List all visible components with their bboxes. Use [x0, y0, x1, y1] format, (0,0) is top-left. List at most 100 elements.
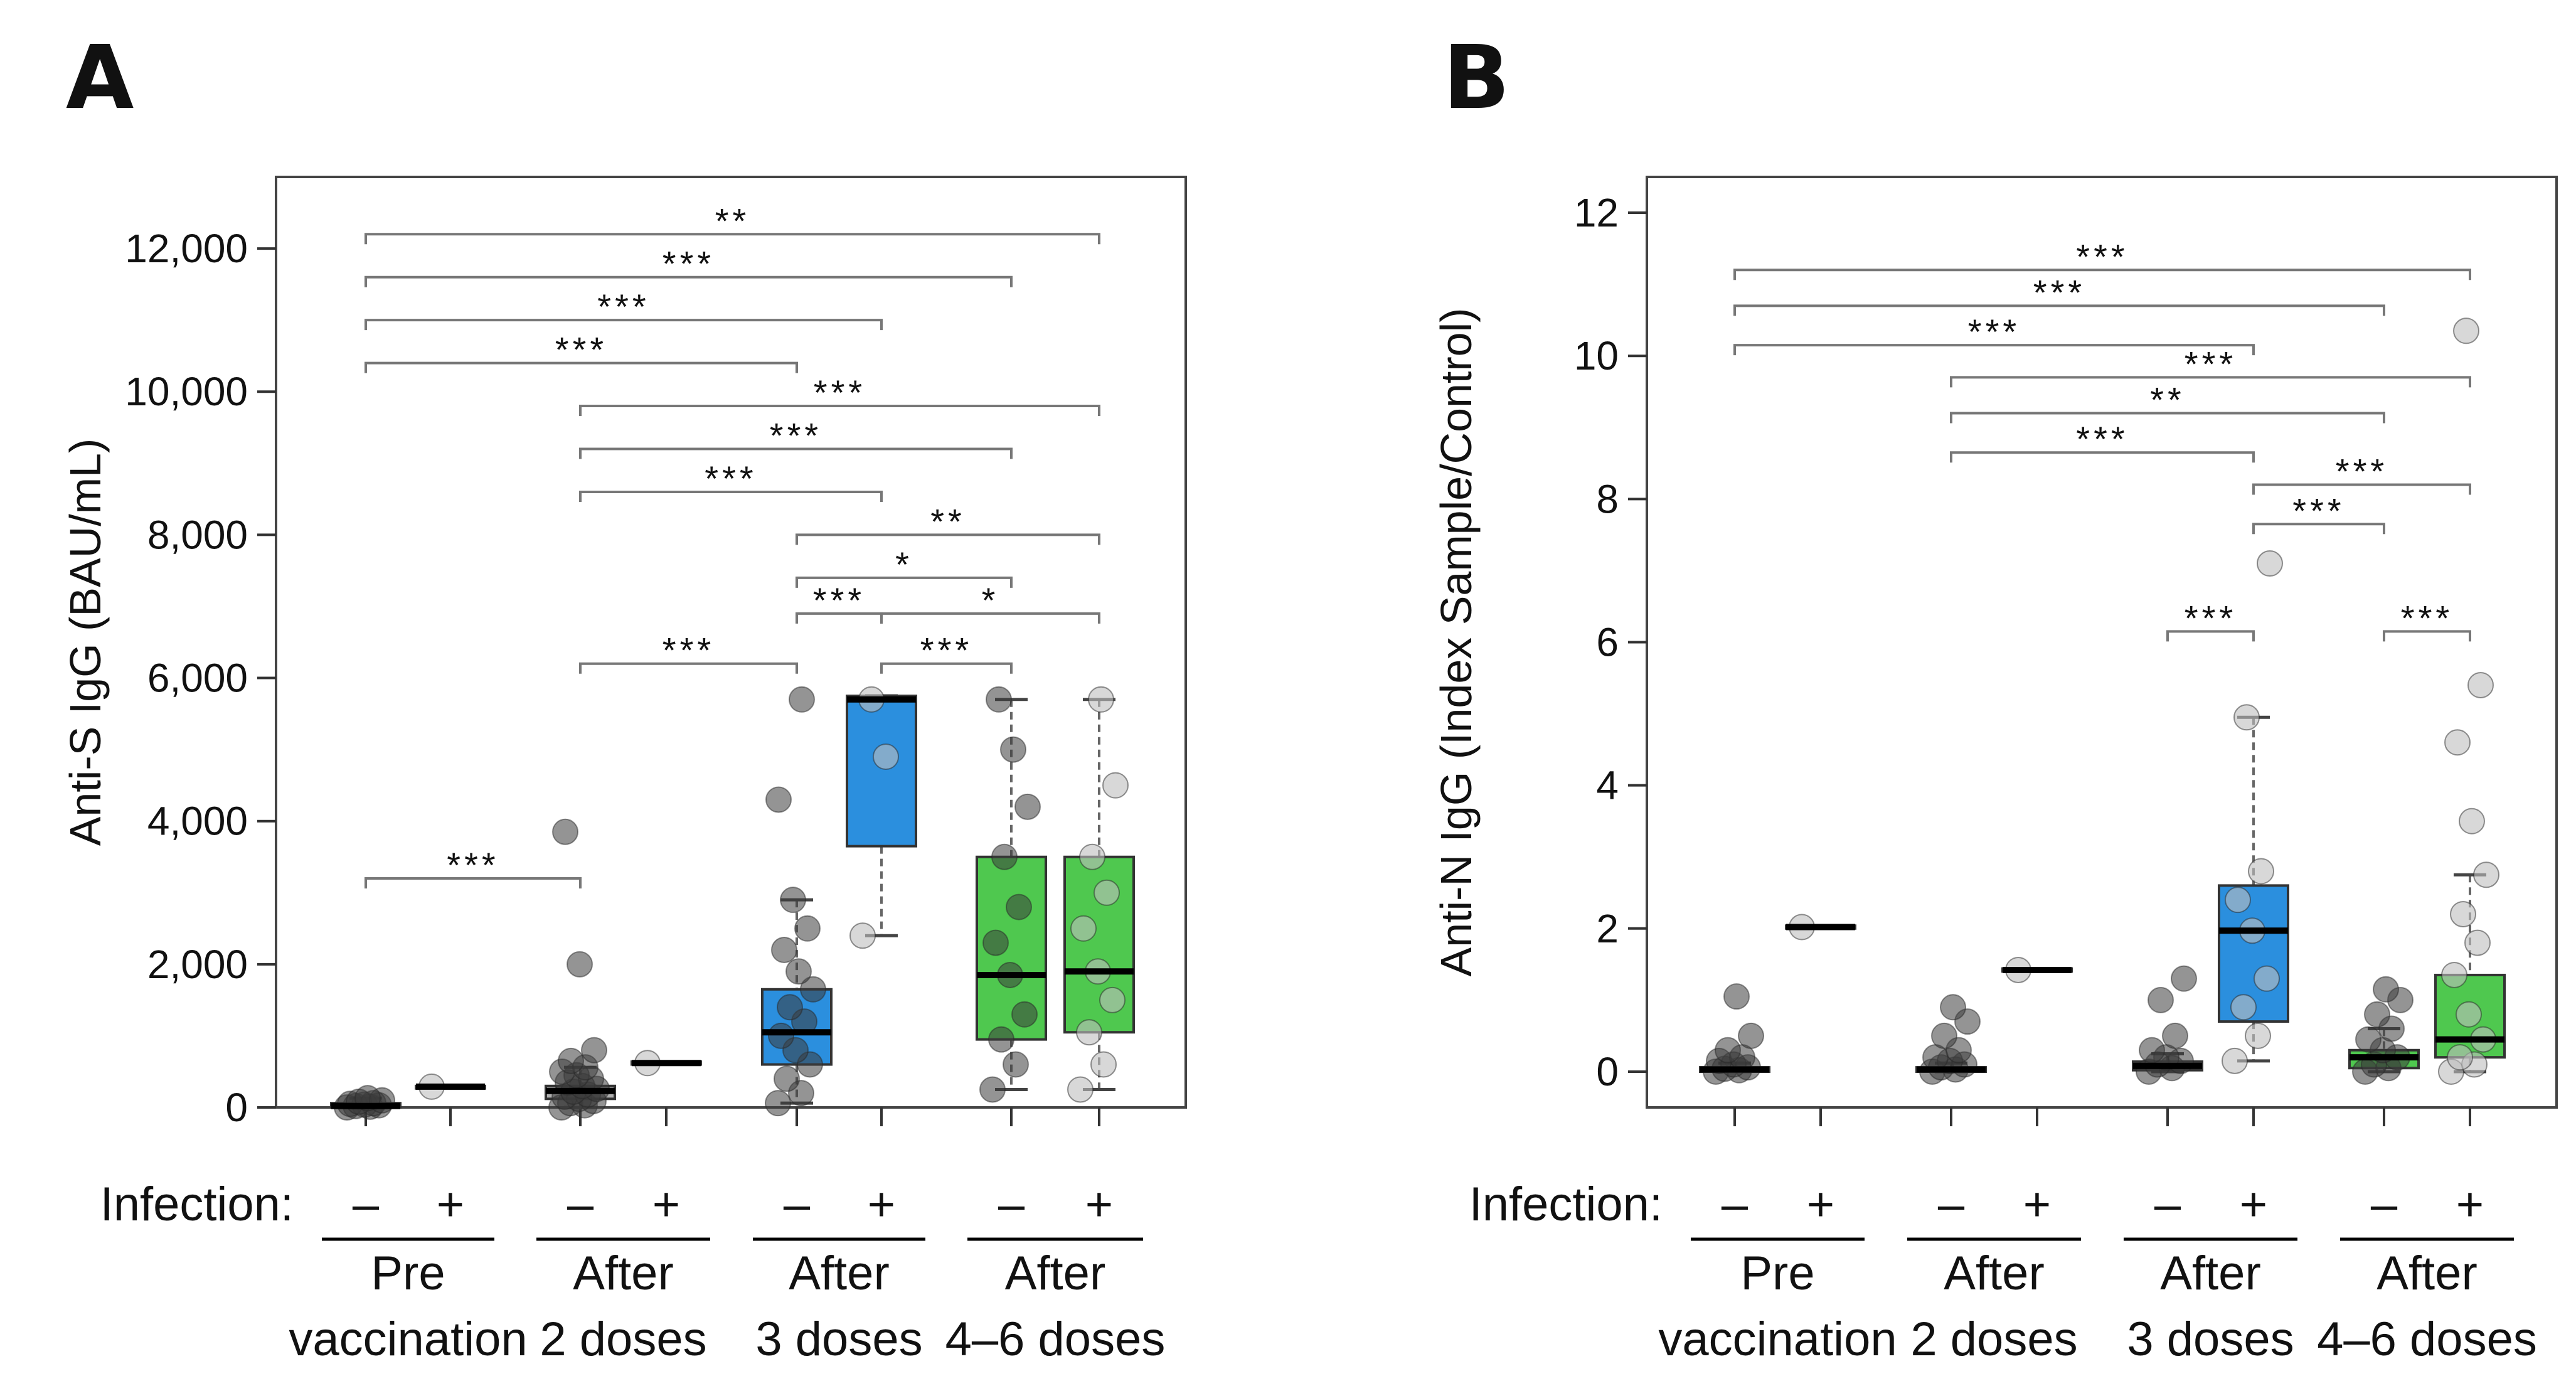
y-tick-label: 4,000	[147, 799, 248, 844]
data-point	[1006, 893, 1032, 920]
data-point	[1094, 879, 1120, 906]
group-label-line1: Pre	[1740, 1247, 1814, 1300]
significance-label: *	[895, 545, 913, 584]
data-point	[2441, 961, 2467, 988]
data-point	[558, 1047, 584, 1074]
data-point	[800, 976, 826, 1003]
significance-label: ***	[2076, 419, 2128, 459]
data-point	[774, 1065, 800, 1092]
significance-bracket	[1733, 269, 2471, 280]
y-tick-label: 12	[1574, 190, 1619, 235]
data-point	[849, 922, 876, 949]
significance-bracket	[880, 662, 1013, 674]
significance-label: ***	[2033, 272, 2085, 312]
infection-sign: –	[1938, 1178, 1965, 1231]
significance-bracket	[1733, 344, 2255, 356]
data-point	[2230, 994, 2257, 1021]
data-point	[567, 951, 593, 978]
data-point	[1011, 1001, 1038, 1028]
data-point	[2444, 729, 2471, 756]
data-point	[2464, 929, 2491, 956]
significance-bracket	[2166, 630, 2255, 642]
significance-bracket	[880, 612, 1100, 624]
significance-bracket	[796, 533, 1100, 545]
data-point	[771, 937, 797, 964]
data-point	[2257, 550, 2283, 577]
data-point	[1715, 1037, 1741, 1064]
panel-letter: A	[66, 27, 134, 129]
group-label-line1: After	[2376, 1247, 2478, 1300]
data-point	[777, 994, 803, 1021]
data-point	[1076, 1019, 1102, 1046]
data-point	[2171, 965, 2197, 992]
significance-bracket	[579, 662, 798, 674]
data-point	[2233, 704, 2260, 731]
y-axis-title: Anti-N IgG (Index Sample/Control)	[1432, 308, 1481, 977]
y-tick-label: 8	[1596, 476, 1619, 521]
infection-sign: –	[1722, 1178, 1748, 1231]
plot-frame	[275, 176, 1187, 1109]
infection-sign: +	[652, 1178, 680, 1231]
significance-label: ***	[2185, 344, 2237, 383]
data-point	[2364, 1001, 2390, 1028]
significance-label: **	[715, 201, 750, 240]
infection-sign: +	[437, 1178, 464, 1231]
group-label-line1: After	[2160, 1247, 2261, 1300]
group-label-line2: 2 doses	[540, 1313, 706, 1366]
panel-a: A 0 2,000 4,000 6,000 8,000 10,000 12,000 Anti-S…	[61, 27, 1187, 1366]
significance-bracket	[2252, 483, 2471, 495]
group-label-line2: vaccination	[1658, 1313, 1897, 1366]
significance-bracket	[365, 319, 883, 331]
y-tick-label: 12,000	[125, 226, 248, 271]
significance-bracket	[1950, 412, 2385, 424]
group-label-line2: 3 doses	[2127, 1313, 2294, 1366]
y-tick-label: 6,000	[147, 656, 248, 701]
significance-label: **	[2150, 380, 2185, 419]
group-label-line2: 3 doses	[755, 1313, 922, 1366]
data-point	[986, 686, 1012, 713]
significance-bracket	[1950, 451, 2255, 463]
y-tick-label: 4	[1596, 763, 1619, 808]
significance-bracket	[579, 405, 1100, 417]
significance-bracket	[365, 361, 798, 373]
significance-label: ***	[663, 631, 715, 670]
data-point	[1000, 736, 1026, 763]
data-point	[1940, 994, 1966, 1021]
y-tick-label: 0	[1596, 1049, 1619, 1094]
significance-bracket	[365, 275, 1013, 287]
infection-sign: –	[998, 1178, 1025, 1231]
group-label-line1: After	[789, 1247, 890, 1300]
significance-label: **	[930, 501, 966, 541]
group-label-line2: 4–6 doses	[945, 1313, 1166, 1366]
data-point	[2355, 1026, 2382, 1053]
group-label-line1: After	[1944, 1247, 2045, 1300]
data-point	[2245, 1022, 2271, 1049]
data-point	[1079, 843, 1105, 870]
significance-bracket	[1950, 376, 2471, 388]
data-point	[2373, 976, 2399, 1003]
significance-bracket	[1733, 304, 2385, 316]
significance-label: ***	[1968, 312, 2020, 351]
data-point	[2447, 1044, 2473, 1071]
data-point	[991, 843, 1018, 870]
infection-sign: –	[2154, 1178, 2181, 1231]
group-label-line2: 2 doses	[1910, 1313, 2077, 1366]
significance-bracket	[579, 447, 1013, 459]
panel-letter: B	[1443, 27, 1510, 129]
data-point	[2139, 1037, 2165, 1064]
significance-bracket	[796, 576, 1013, 588]
group-label-line2: vaccination	[289, 1313, 527, 1366]
data-point	[789, 686, 815, 713]
data-point	[1723, 983, 1750, 1010]
significance-label: ***	[597, 287, 649, 326]
significance-bracket	[365, 877, 582, 888]
significance-bracket	[2383, 630, 2471, 642]
data-point	[2222, 1047, 2248, 1074]
data-point	[768, 1022, 794, 1049]
data-point	[1070, 915, 1097, 942]
data-point	[780, 887, 806, 914]
y-tick-label: 10	[1574, 333, 1619, 378]
data-point	[2456, 1001, 2482, 1028]
significance-label: ***	[814, 373, 866, 412]
